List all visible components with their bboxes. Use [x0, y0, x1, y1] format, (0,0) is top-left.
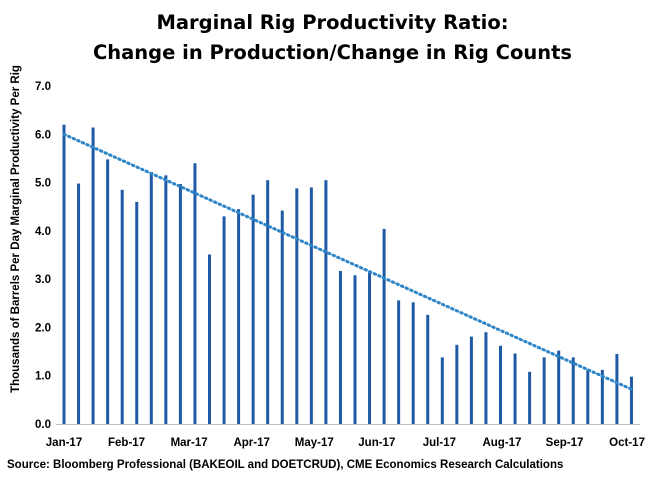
- bar: [309, 187, 313, 424]
- bar: [586, 369, 590, 424]
- bar: [600, 369, 604, 424]
- bar: [135, 201, 139, 424]
- y-tick-label: 3.0: [35, 274, 51, 286]
- bar: [528, 371, 532, 424]
- trendline: [62, 132, 633, 391]
- bar: [440, 357, 444, 424]
- bar: [557, 350, 561, 424]
- x-tick-label: Oct-17: [609, 437, 645, 449]
- bar: [91, 127, 95, 425]
- x-tick-label: Mar-17: [171, 437, 208, 449]
- x-axis-ticks: Jan-17 Feb-17 Mar-17 Apr-17 May-17 Jun-17 Jul-…: [46, 437, 645, 449]
- y-tick-label: 7.0: [35, 81, 51, 93]
- bar: [193, 163, 197, 424]
- bar: [251, 194, 255, 424]
- y-axis-label: Thousands of Barrels Per Day Marginal Pr…: [10, 65, 22, 393]
- y-axis-ticks: 0.0 1.0 2.0 3.0 4.0 5.0 6.0 7.0: [35, 81, 51, 431]
- y-tick-label: 0.0: [35, 419, 51, 431]
- bar: [382, 228, 386, 424]
- y-tick-label: 6.0: [35, 129, 51, 141]
- x-tick-label: Jun-17: [358, 437, 395, 449]
- bar: [411, 302, 415, 424]
- x-tick-label: Jul-17: [423, 437, 456, 449]
- source-note: Source: Bloomberg Professional (BAKEOIL …: [7, 459, 564, 471]
- y-tick-label: 2.0: [35, 322, 51, 334]
- x-tick-label: Jan-17: [46, 437, 82, 449]
- bar: [629, 376, 633, 424]
- y-tick-label: 5.0: [35, 178, 51, 190]
- y-axis-label-group: Thousands of Barrels Per Day Marginal Pr…: [10, 65, 22, 393]
- bar: [77, 183, 81, 424]
- bar: [266, 180, 270, 424]
- bar: [499, 345, 502, 424]
- bar: [237, 209, 241, 424]
- bar: [542, 357, 546, 424]
- bar: [615, 353, 619, 424]
- bar-series: [62, 124, 633, 425]
- chart-title-line-2: Change in Production/Change in Rig Count…: [92, 41, 573, 64]
- y-tick-label: 1.0: [35, 371, 51, 383]
- bar: [513, 353, 517, 424]
- bar: [164, 175, 168, 424]
- bar: [368, 272, 372, 424]
- bar: [62, 124, 66, 424]
- bar: [397, 300, 401, 424]
- bar: [353, 275, 357, 424]
- bar: [484, 332, 488, 424]
- bar: [295, 188, 299, 424]
- bar: [571, 357, 575, 424]
- x-tick-label: Aug-17: [482, 437, 521, 449]
- y-tick-label: 4.0: [35, 226, 51, 238]
- bar: [324, 180, 328, 424]
- x-tick-label: Feb-17: [108, 437, 145, 449]
- bar: [280, 210, 284, 424]
- x-tick-label: Apr-17: [233, 437, 269, 449]
- x-tick-label: Sep-17: [546, 437, 584, 449]
- x-tick-label: May-17: [295, 437, 334, 449]
- bar: [426, 314, 430, 424]
- bar: [455, 344, 459, 424]
- bar: [149, 171, 153, 424]
- bar: [222, 216, 226, 424]
- bar: [106, 159, 110, 424]
- bar: [208, 254, 211, 424]
- bar: [338, 270, 342, 424]
- chart-title-line-1: Marginal Rig Productivity Ratio:: [156, 11, 509, 34]
- bar: [178, 184, 182, 424]
- bar: [120, 189, 124, 424]
- chart-title: Marginal Rig Productivity Ratio: Change …: [0, 8, 665, 68]
- bar: [469, 336, 473, 424]
